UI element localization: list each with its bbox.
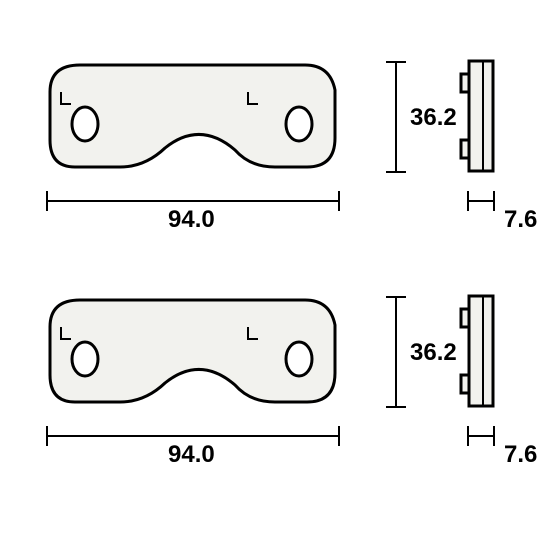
technical-drawing: 36.2 94.0 7.6 bbox=[0, 0, 560, 543]
brake-pad-side-2 bbox=[458, 293, 502, 409]
dim-height-label-2: 36.2 bbox=[410, 339, 457, 367]
brake-pad-side-1 bbox=[458, 58, 502, 174]
dim-thickness-label-2: 7.6 bbox=[504, 441, 537, 469]
dim-thickness-label-1: 7.6 bbox=[504, 206, 537, 234]
dim-width-label-1: 94.0 bbox=[168, 206, 215, 234]
brake-pad-front-1 bbox=[45, 60, 340, 172]
dim-width-label-2: 94.0 bbox=[168, 441, 215, 469]
brake-pad-front-2 bbox=[45, 295, 340, 407]
dim-height-label-1: 36.2 bbox=[410, 104, 457, 132]
